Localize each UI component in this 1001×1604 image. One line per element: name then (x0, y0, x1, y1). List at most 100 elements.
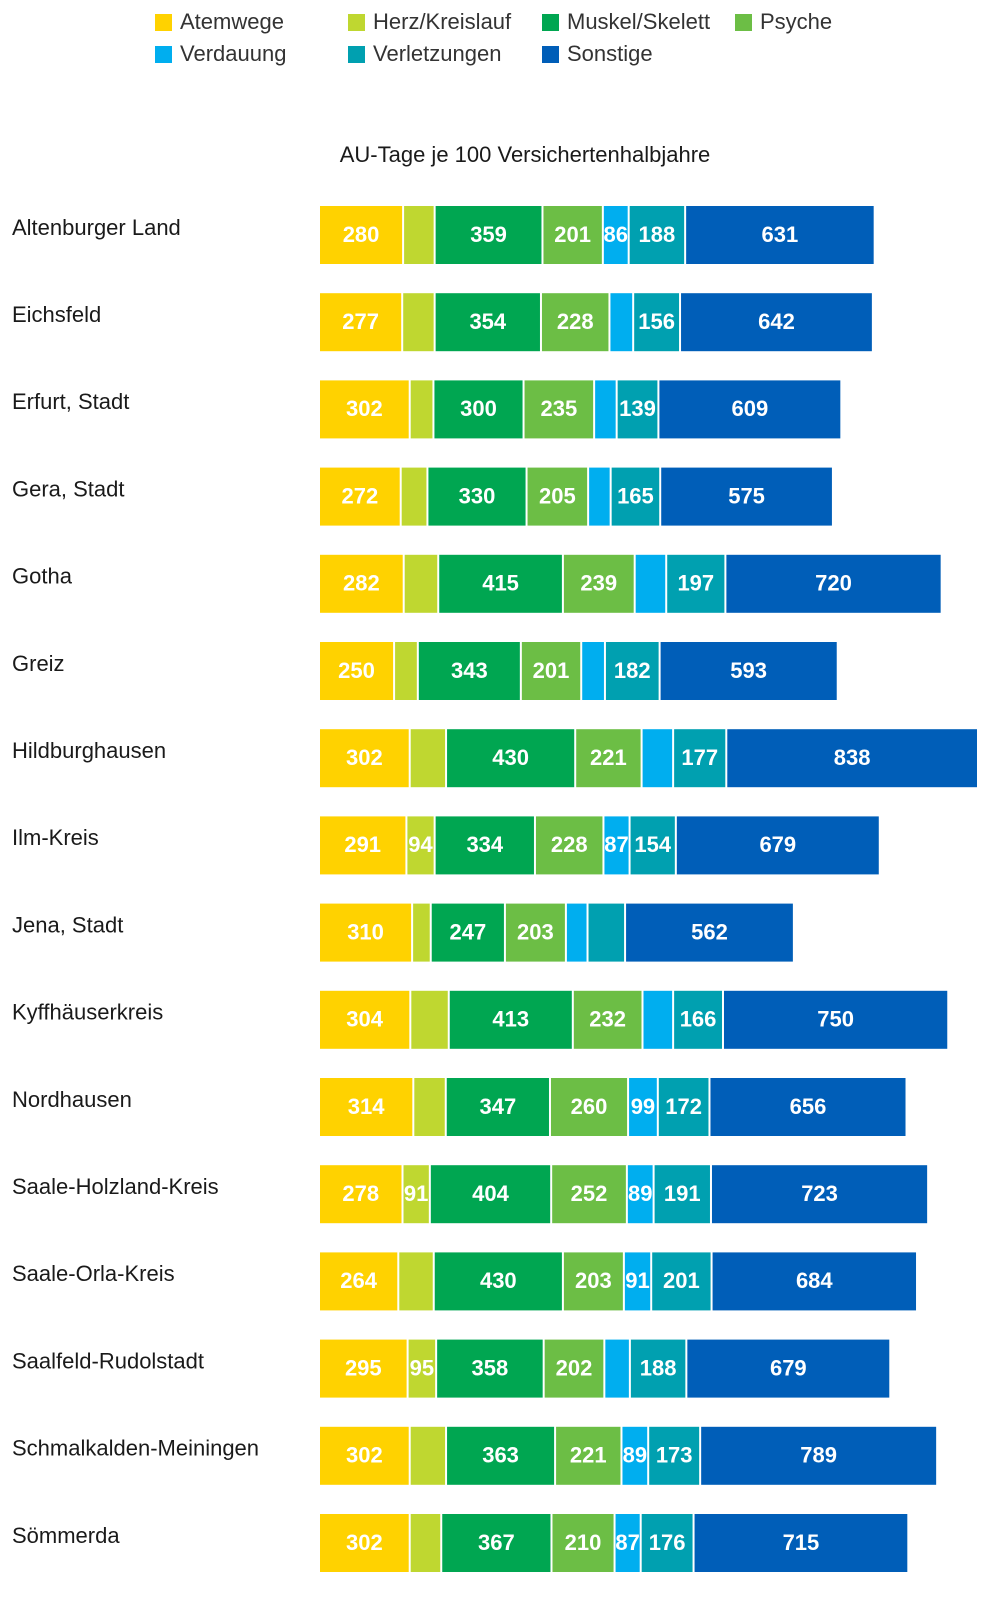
bar-segment (667, 554, 725, 613)
bar-segment (605, 642, 659, 700)
value-label: 86 (604, 222, 628, 247)
legend-label: Sonstige (567, 41, 653, 66)
category-label: Sömmerda (12, 1523, 120, 1548)
value-label: 679 (759, 832, 796, 857)
value-label: 343 (451, 658, 488, 683)
bar-segment (418, 642, 520, 700)
value-label: 250 (338, 658, 375, 683)
value-label: 575 (728, 483, 765, 508)
bar-segment (727, 729, 977, 788)
bar-segment (320, 206, 403, 264)
category-label: Saalfeld-Rudolstadt (12, 1348, 204, 1373)
bar-segment (723, 990, 948, 1049)
bar-segment (643, 990, 673, 1049)
bar-segment (595, 380, 616, 439)
bar-segment (403, 293, 434, 352)
bar-segment (629, 206, 685, 264)
bar-segment (320, 729, 409, 788)
value-label: 166 (680, 1007, 717, 1032)
bar-segment (686, 206, 874, 264)
value-label: 176 (649, 1530, 686, 1555)
bar-segment (712, 1252, 917, 1311)
value-label: 232 (589, 1007, 626, 1032)
bar-segment (505, 903, 565, 962)
bar-segment (401, 467, 427, 526)
bar-segment (701, 1426, 937, 1485)
bar-segment (589, 467, 610, 526)
bar-segment (556, 1426, 621, 1485)
bar-segment (428, 467, 526, 526)
bar-segment (710, 1078, 906, 1136)
bar-segment (552, 1514, 614, 1572)
legend-swatch (348, 46, 365, 63)
value-label: 201 (554, 222, 591, 247)
value-label: 173 (656, 1443, 693, 1468)
legend-label: Atemwege (180, 9, 284, 34)
value-label: 330 (459, 483, 496, 508)
bar-segment (552, 1165, 626, 1224)
value-label: 359 (470, 222, 507, 247)
value-label: 94 (408, 832, 433, 857)
bar-segment (320, 554, 403, 613)
value-label: 201 (663, 1268, 700, 1293)
value-label: 314 (348, 1094, 385, 1119)
legend-swatch (542, 46, 559, 63)
value-label: 282 (343, 571, 380, 596)
bar-segment (652, 1252, 711, 1311)
category-label: Jena, Stadt (12, 912, 123, 937)
bar-segment (660, 642, 837, 700)
bar-segment (566, 903, 587, 962)
value-label: 715 (783, 1530, 820, 1555)
value-label: 347 (480, 1094, 517, 1119)
value-label: 404 (472, 1181, 509, 1206)
value-label: 723 (801, 1181, 838, 1206)
legend-label: Muskel/Skelett (567, 9, 710, 34)
value-label: 260 (571, 1094, 608, 1119)
category-label: Kyffhäuserkreis (12, 1000, 163, 1025)
bar-segment (711, 1165, 928, 1224)
bar-segment (541, 293, 609, 352)
category-label: Gotha (12, 564, 73, 589)
bar-segment (627, 1165, 653, 1224)
bar-segment (435, 816, 534, 875)
bar-segment (403, 1165, 429, 1224)
bar-segment (320, 293, 402, 352)
value-label: 278 (342, 1181, 379, 1206)
bar-segment (320, 1078, 413, 1136)
legend-swatch (155, 14, 172, 31)
value-label: 87 (615, 1530, 639, 1555)
value-label: 415 (482, 571, 519, 596)
category-label: Hildburghausen (12, 738, 166, 763)
value-label: 91 (404, 1181, 428, 1206)
value-label: 302 (346, 745, 383, 770)
value-label: 430 (492, 745, 529, 770)
bar-segment (563, 1252, 623, 1311)
value-label: 838 (834, 745, 871, 770)
bar-segment (447, 1426, 555, 1485)
bar-segment (550, 1078, 628, 1136)
bar-segment (439, 554, 562, 613)
bar-segment (320, 990, 410, 1049)
value-label: 221 (590, 745, 627, 770)
bar-segment (535, 816, 603, 875)
bar-segment (694, 1514, 908, 1572)
bar-segment (604, 816, 629, 875)
legend-swatch (155, 46, 172, 63)
category-label: Gera, Stadt (12, 476, 125, 501)
bar-segment (320, 1252, 398, 1311)
bar-segment (435, 206, 542, 264)
bar-segment (410, 1426, 446, 1485)
bar-segment (442, 1514, 551, 1572)
value-label: 430 (480, 1268, 517, 1293)
value-label: 247 (449, 919, 486, 944)
value-label: 228 (557, 309, 594, 334)
value-label: 354 (469, 309, 506, 334)
value-label: 205 (539, 483, 576, 508)
bar-segment (408, 1339, 436, 1398)
bar-segment (617, 380, 658, 439)
value-label: 87 (604, 832, 628, 857)
value-label: 334 (466, 832, 503, 857)
value-label: 154 (634, 832, 671, 857)
bar-segment (404, 206, 434, 264)
category-label: Saale-Holzland-Kreis (12, 1174, 219, 1199)
